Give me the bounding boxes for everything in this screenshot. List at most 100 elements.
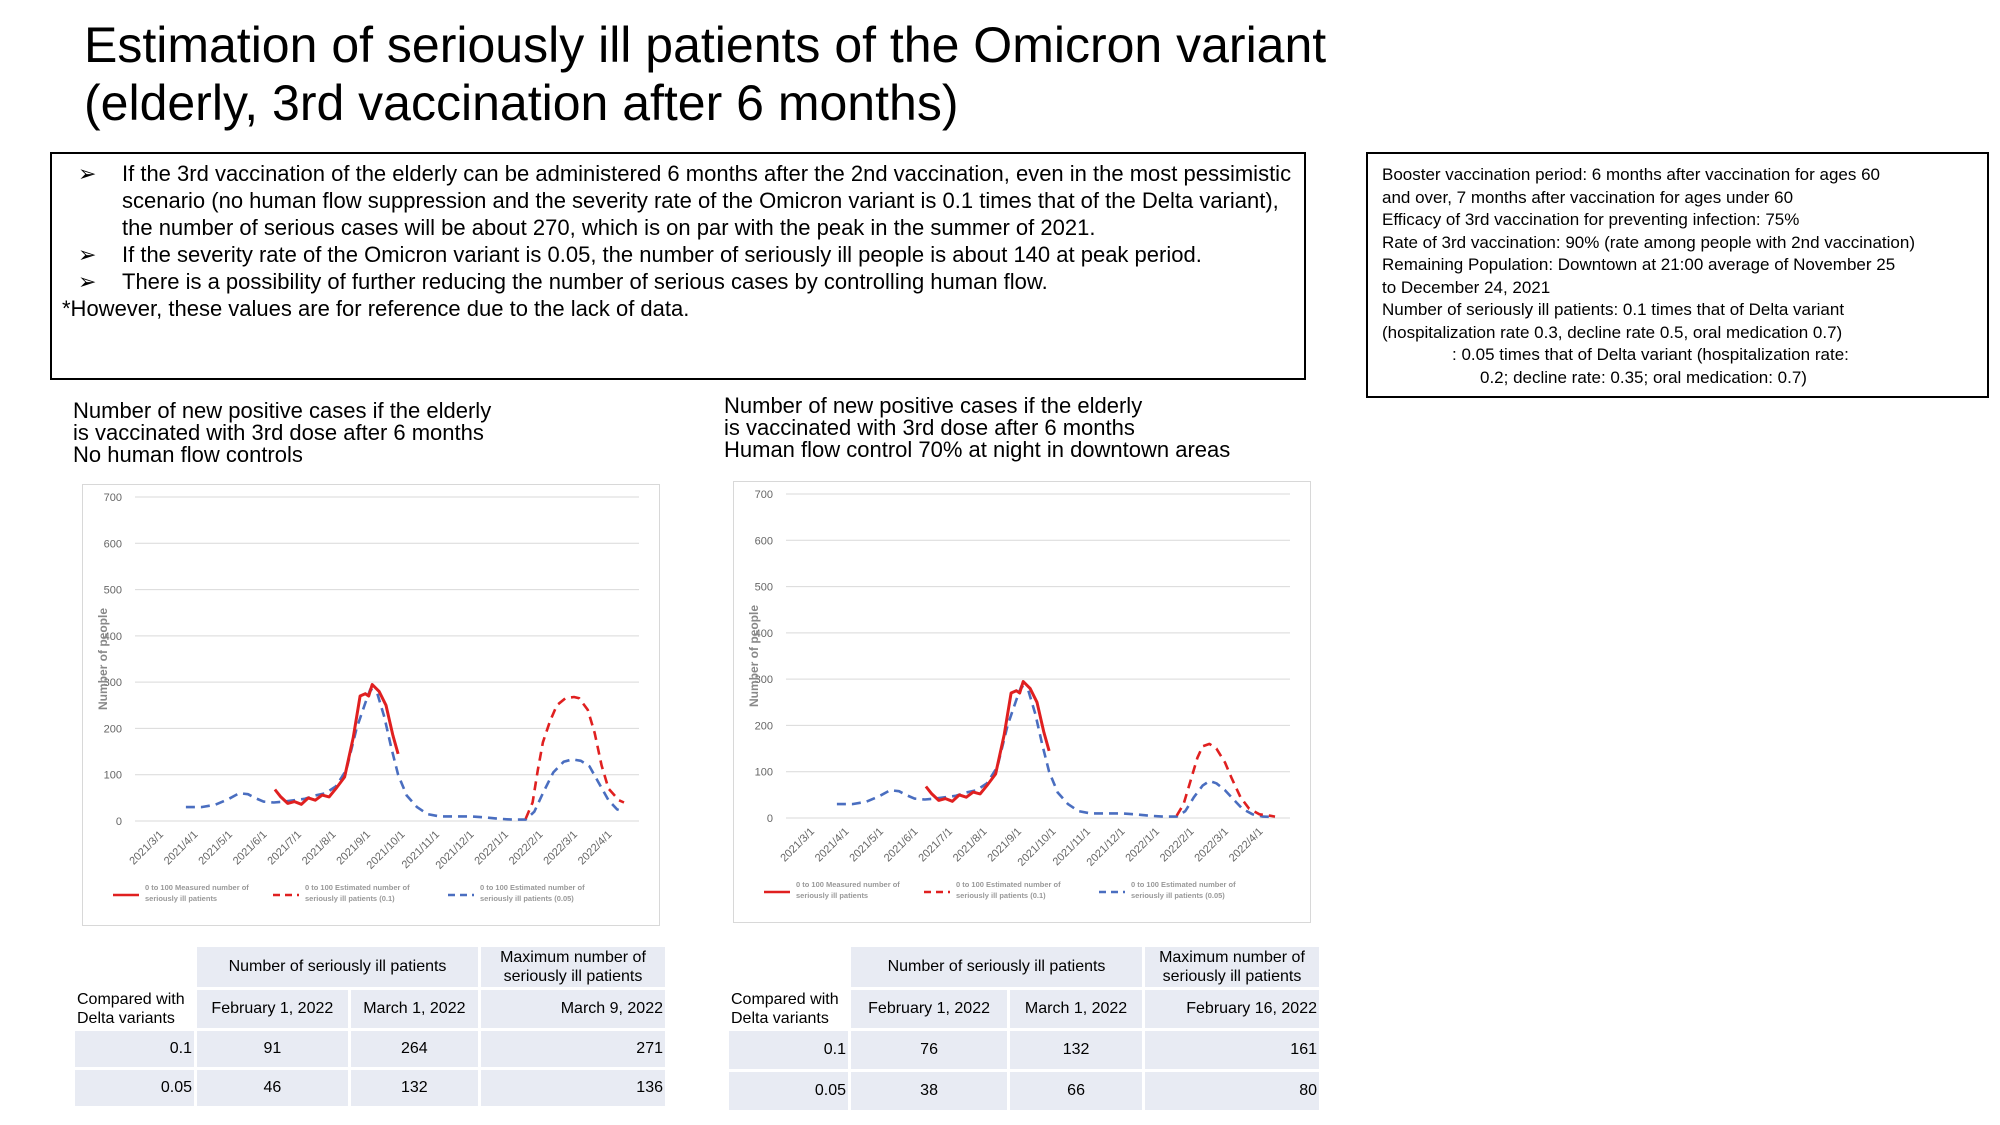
series-line [924,680,1051,803]
param-line: Number of seriously ill patients: 0.1 ti… [1382,300,1845,319]
table-row-label: Compared with Delta variants [75,990,194,1028]
legend-label: seriously ill patients (0.1) [956,891,1046,900]
page-title-line-2: (elderly, 3rd vaccination after 6 months… [84,75,959,131]
summary-bullet-text: If the severity rate of the Omicron vari… [122,242,1202,267]
x-tick-label: 2022/1/1 [1123,826,1162,865]
table-date: February 16, 2022 [1145,990,1319,1028]
x-tick-label: 2022/3/1 [1192,826,1231,865]
series-line [524,695,625,820]
param-line: Booster vaccination period: 6 months aft… [1382,165,1881,184]
y-tick-label: 200 [755,720,773,732]
legend-label: seriously ill patients [796,891,868,900]
table-cell: 46 [197,1070,348,1106]
table-ratio: 0.05 [75,1070,194,1106]
y-tick-label: 300 [755,674,773,686]
left-heading-line: is vaccinated with 3rd dose after 6 mont… [73,420,484,445]
y-tick-label: 500 [755,582,773,594]
y-tick-label: 100 [104,770,122,782]
left-chart: 0 100 200 300 400 500 600 700 Number of people 20… [82,484,660,926]
table-header-group: Number of seriously ill patients [851,947,1142,987]
parameters-box: Booster vaccination period: 6 months aft… [1366,152,1989,398]
param-line: Remaining Population: Downtown at 21:00 … [1382,255,1896,274]
summary-bullet: ➢ If the severity rate of the Omicron va… [62,241,1294,268]
legend-label: 0 to 100 Estimated number of [956,880,1061,889]
right-heading-line: Human flow control 70% at night in downt… [724,437,1231,462]
summary-bullet-text: If the 3rd vaccination of the elderly ca… [122,161,1292,240]
table-date: March 1, 2022 [1010,990,1142,1028]
series-line [1175,742,1276,818]
y-tick-label: 500 [104,585,122,597]
table-cell: 132 [350,1070,478,1106]
x-tick-label: 2022/2/1 [1158,826,1197,865]
y-tick-label: 600 [755,535,773,547]
legend-label: 0 to 100 Estimated number of [305,883,410,892]
param-line: and over, 7 months after vaccination for… [1382,187,1794,207]
legend-label: seriously ill patients [145,894,217,903]
y-axis-label: Number of people [747,605,761,707]
right-chart-heading: Number of new positive cases if the elde… [724,395,1230,461]
table-header-max: Maximum number of seriously ill patients [1145,947,1319,987]
x-tick-label: 2021/8/1 [951,826,990,865]
table-ratio: 0.1 [729,1031,848,1069]
right-heading-line: is vaccinated with 3rd dose after 6 mont… [724,415,1135,440]
table-cell: 80 [1145,1072,1319,1110]
right-chart-svg: 0 100 200 300 400 500 600 700 Number of people 20… [747,489,1290,900]
table-cell: 161 [1145,1031,1319,1069]
param-line-indented: 0.2; decline rate: 0.35; oral medication… [1480,367,1807,387]
left-heading-line: No human flow controls [73,442,303,467]
series-line [836,684,1276,819]
legend-item: 0 to 100 Estimated number of seriously il… [1099,880,1236,900]
series-line [185,687,625,821]
table-date: March 1, 2022 [350,990,478,1028]
summary-bullet: ➢ If the 3rd vaccination of the elderly … [62,160,1294,241]
y-tick-label: 0 [767,813,773,825]
table-date: March 9, 2022 [481,990,665,1028]
left-heading-line: Number of new positive cases if the elde… [73,398,492,423]
table-row: 0.1 76 132 161 [729,1031,1319,1069]
page-title-line-1: Estimation of seriously ill patients of … [84,17,1327,73]
table-date: February 1, 2022 [851,990,1008,1028]
legend-label: seriously ill patients (0.05) [480,894,574,903]
y-tick-label: 700 [755,489,773,501]
table-header-max: Maximum number of seriously ill patients [481,947,665,987]
y-tick-label: 0 [116,816,122,828]
y-tick-label: 400 [755,628,773,640]
table-row-label: Compared with Delta variants [729,990,848,1028]
x-tick-label: 2021/4/1 [813,826,852,865]
y-tick-label: 700 [104,492,122,504]
legend-label: 0 to 100 Measured number of [796,880,900,889]
legend-item: 0 to 100 Estimated number of seriously il… [448,883,585,903]
legend-item: 0 to 100 Estimated number of seriously il… [273,883,410,903]
table-cell: 38 [851,1072,1008,1110]
left-results-table: Number of seriously ill patients Maximum… [72,944,668,1109]
table-cell: 66 [1010,1072,1142,1110]
y-tick-label: 300 [104,677,122,689]
table-cell: 264 [350,1031,478,1067]
x-tick-label: 2021/5/1 [196,829,235,868]
y-tick-label: 400 [104,631,122,643]
table-cell: 136 [481,1070,665,1106]
param-line-indented: : 0.05 times that of Delta variant (hosp… [1452,345,1849,364]
legend-item: 0 to 100 Measured number of seriously ill… [113,883,249,903]
x-tick-label: 2021/6/1 [882,826,921,865]
table-cell: 76 [851,1031,1008,1069]
table-cell: 271 [481,1031,665,1067]
x-tick-label: 2021/3/1 [778,826,817,865]
table-row: 0.1 91 264 271 [75,1031,665,1067]
table-date: February 1, 2022 [197,990,348,1028]
x-tick-label: 2022/4/1 [1227,826,1266,865]
param-line: Efficacy of 3rd vaccination for preventi… [1382,210,1800,229]
legend-label: 0 to 100 Measured number of [145,883,249,892]
y-tick-label: 200 [104,723,122,735]
param-line: (hospitalization rate 0.3, decline rate … [1382,322,1843,342]
legend-item: 0 to 100 Estimated number of seriously il… [924,880,1061,900]
param-line: to December 24, 2021 [1382,277,1551,297]
x-tick-label: 2022/1/1 [472,829,511,868]
legend-label: 0 to 100 Estimated number of [480,883,585,892]
arrow-bullet-icon: ➢ [78,269,97,294]
table-row: 0.05 46 132 136 [75,1070,665,1106]
table-row: 0.05 38 66 80 [729,1072,1319,1110]
arrow-bullet-icon: ➢ [78,242,97,267]
summary-note: *However, these values are for reference… [62,296,690,321]
table-ratio: 0.05 [729,1072,848,1110]
